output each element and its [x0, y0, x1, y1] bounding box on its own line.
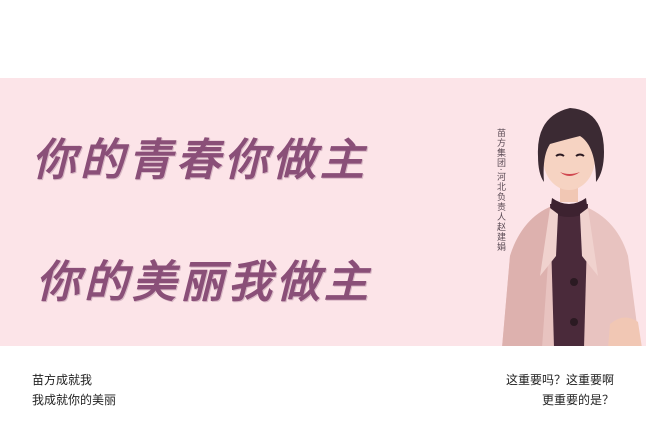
footer-left: 苗方成就我 我成就你的美丽	[32, 370, 116, 410]
banner: 你的青春你做主 你的美丽我做主 苗方集团·河北负责人赵建娟	[0, 78, 646, 346]
footer-left-line-2: 我成就你的美丽	[32, 393, 117, 407]
vertical-caption: 苗方集团·河北负责人赵建娟	[495, 128, 505, 252]
portrait-photo	[492, 86, 646, 346]
footer-left-line-1: 苗方成就我	[32, 373, 93, 387]
slogan-line-2: 你的美丽我做主	[36, 257, 372, 308]
footer-right: 这重要吗？这重要啊 更重要的是？	[506, 370, 614, 410]
footer-right-line-2: 更重要的是？	[541, 393, 614, 407]
footer-right-line-1: 这重要吗？这重要啊	[505, 373, 614, 387]
slogan-line-1: 你的青春你做主	[32, 135, 368, 186]
